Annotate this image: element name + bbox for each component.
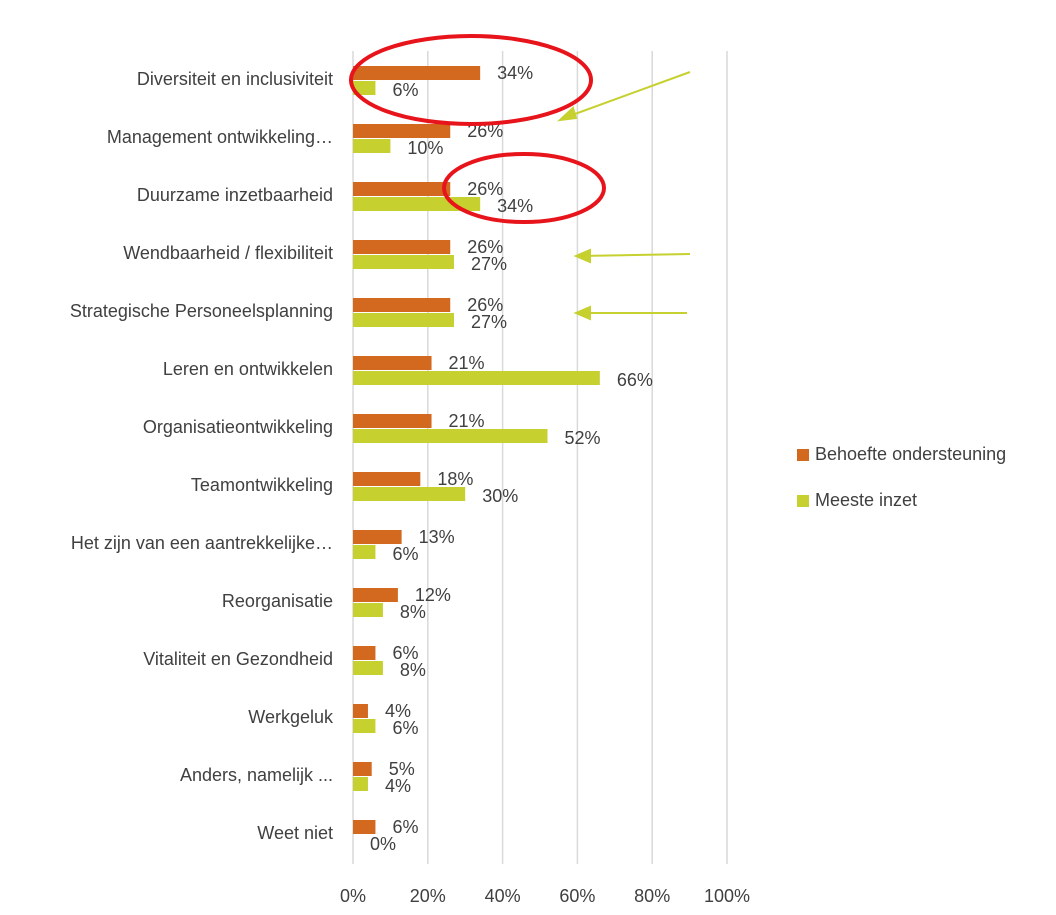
bar	[353, 777, 368, 791]
category-label: Vitaliteit en Gezondheid	[143, 649, 333, 669]
value-label: 6%	[392, 643, 418, 663]
value-label: 6%	[392, 718, 418, 738]
legend-label: Meeste inzet	[815, 490, 917, 510]
bar	[353, 255, 454, 269]
value-label: 6%	[392, 80, 418, 100]
value-label: 21%	[449, 353, 485, 373]
bar	[353, 530, 402, 544]
value-label: 4%	[385, 701, 411, 721]
x-tick-label: 100%	[704, 886, 750, 906]
bar	[353, 240, 451, 254]
value-label: 34%	[497, 196, 533, 216]
value-label: 8%	[400, 602, 426, 622]
labels: 0% 20% 40% 60% 80% 100% Diversiteit en inclusi…	[70, 63, 750, 906]
value-label: 27%	[471, 312, 507, 332]
value-label: 12%	[415, 585, 451, 605]
bar	[353, 545, 376, 559]
value-label: 6%	[392, 817, 418, 837]
value-label: 10%	[407, 138, 443, 158]
bar	[353, 661, 383, 675]
value-label: 4%	[385, 776, 411, 796]
bar	[353, 603, 383, 617]
value-label: 27%	[471, 254, 507, 274]
category-label: Strategische Personeelsplanning	[70, 301, 333, 321]
bar	[353, 588, 398, 602]
value-label: 26%	[467, 295, 503, 315]
bar	[353, 313, 454, 327]
x-tick-label: 0%	[340, 886, 366, 906]
category-label: Teamontwikkeling	[191, 475, 333, 495]
value-label: 8%	[400, 660, 426, 680]
arrowhead	[573, 248, 591, 264]
highlight-ellipse	[349, 34, 593, 126]
arrowhead	[573, 305, 591, 321]
bar	[353, 820, 376, 834]
category-label: Het zijn van een aantrekkelijke…	[71, 533, 333, 553]
category-label: Leren en ontwikkelen	[163, 359, 333, 379]
x-tick-label: 80%	[634, 886, 670, 906]
bar	[353, 704, 368, 718]
arrow	[563, 71, 691, 119]
category-label: Management ontwikkeling…	[107, 127, 333, 147]
value-label: 26%	[467, 237, 503, 257]
value-label: 13%	[419, 527, 455, 547]
arrow	[579, 253, 691, 257]
value-label: 34%	[497, 63, 533, 83]
annotations	[349, 34, 691, 321]
category-label: Wendbaarheid / flexibiliteit	[123, 243, 333, 263]
bar	[353, 472, 421, 486]
category-label: Anders, namelijk ...	[180, 765, 333, 785]
value-label: 6%	[392, 544, 418, 564]
bar	[353, 646, 376, 660]
bar	[353, 124, 451, 138]
bar	[353, 719, 376, 733]
value-label: 66%	[617, 370, 653, 390]
arrowhead	[557, 106, 578, 122]
category-label: Organisatieontwikkeling	[143, 417, 333, 437]
bars	[353, 66, 600, 834]
x-tick-label: 60%	[559, 886, 595, 906]
category-label: Reorganisatie	[222, 591, 333, 611]
category-label: Duurzame inzetbaarheid	[137, 185, 333, 205]
legend-swatch	[797, 449, 809, 461]
highlight-ellipse	[442, 152, 606, 224]
bar	[353, 81, 376, 95]
value-label: 21%	[449, 411, 485, 431]
bar	[353, 762, 372, 776]
category-label: Weet niet	[257, 823, 333, 843]
x-tick-label: 40%	[485, 886, 521, 906]
bar	[353, 356, 432, 370]
bar	[353, 414, 432, 428]
value-label: 30%	[482, 486, 518, 506]
value-label: 5%	[389, 759, 415, 779]
bar	[353, 429, 548, 443]
category-label: Diversiteit en inclusiviteit	[137, 69, 333, 89]
x-tick-label: 20%	[410, 886, 446, 906]
value-label: 0%	[370, 834, 396, 854]
grid	[352, 51, 728, 864]
bar	[353, 66, 481, 80]
category-label: Werkgeluk	[248, 707, 334, 727]
legend-swatch	[797, 495, 809, 507]
value-label: 18%	[437, 469, 473, 489]
bar	[353, 182, 451, 196]
arrows	[557, 71, 691, 321]
value-label: 26%	[467, 179, 503, 199]
legend-label: Behoefte ondersteuning	[815, 444, 1006, 464]
bar	[353, 298, 451, 312]
bar	[353, 371, 600, 385]
bar	[353, 139, 391, 153]
bar	[353, 487, 466, 501]
value-label: 52%	[564, 428, 600, 448]
